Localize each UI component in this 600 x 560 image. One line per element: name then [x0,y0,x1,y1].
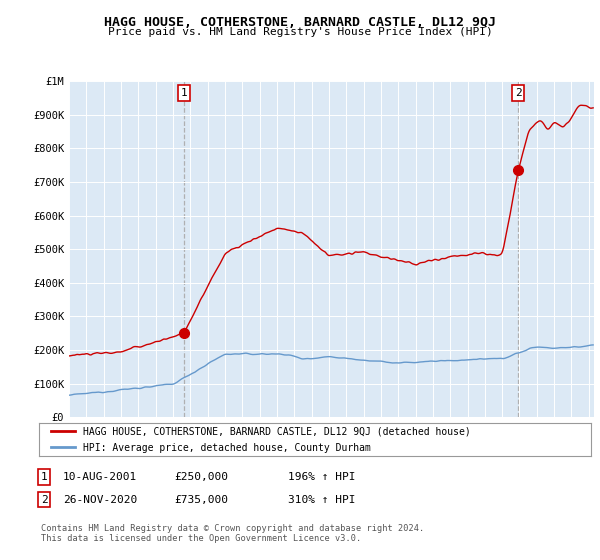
Legend: HAGG HOUSE, COTHERSTONE, BARNARD CASTLE, DL12 9QJ (detached house), HPI: Average: HAGG HOUSE, COTHERSTONE, BARNARD CASTLE,… [47,423,474,456]
Text: £735,000: £735,000 [174,494,228,505]
Text: 196% ↑ HPI: 196% ↑ HPI [288,472,355,482]
Text: 2: 2 [515,88,521,98]
Text: Price paid vs. HM Land Registry's House Price Index (HPI): Price paid vs. HM Land Registry's House … [107,27,493,37]
Text: 1: 1 [41,472,47,482]
Text: 1: 1 [181,88,187,98]
Text: Contains HM Land Registry data © Crown copyright and database right 2024.
This d: Contains HM Land Registry data © Crown c… [41,524,424,543]
Text: £250,000: £250,000 [174,472,228,482]
Text: 2: 2 [41,494,47,505]
Text: 26-NOV-2020: 26-NOV-2020 [63,494,137,505]
Text: 10-AUG-2001: 10-AUG-2001 [63,472,137,482]
Text: HAGG HOUSE, COTHERSTONE, BARNARD CASTLE, DL12 9QJ: HAGG HOUSE, COTHERSTONE, BARNARD CASTLE,… [104,16,496,29]
Text: 310% ↑ HPI: 310% ↑ HPI [288,494,355,505]
